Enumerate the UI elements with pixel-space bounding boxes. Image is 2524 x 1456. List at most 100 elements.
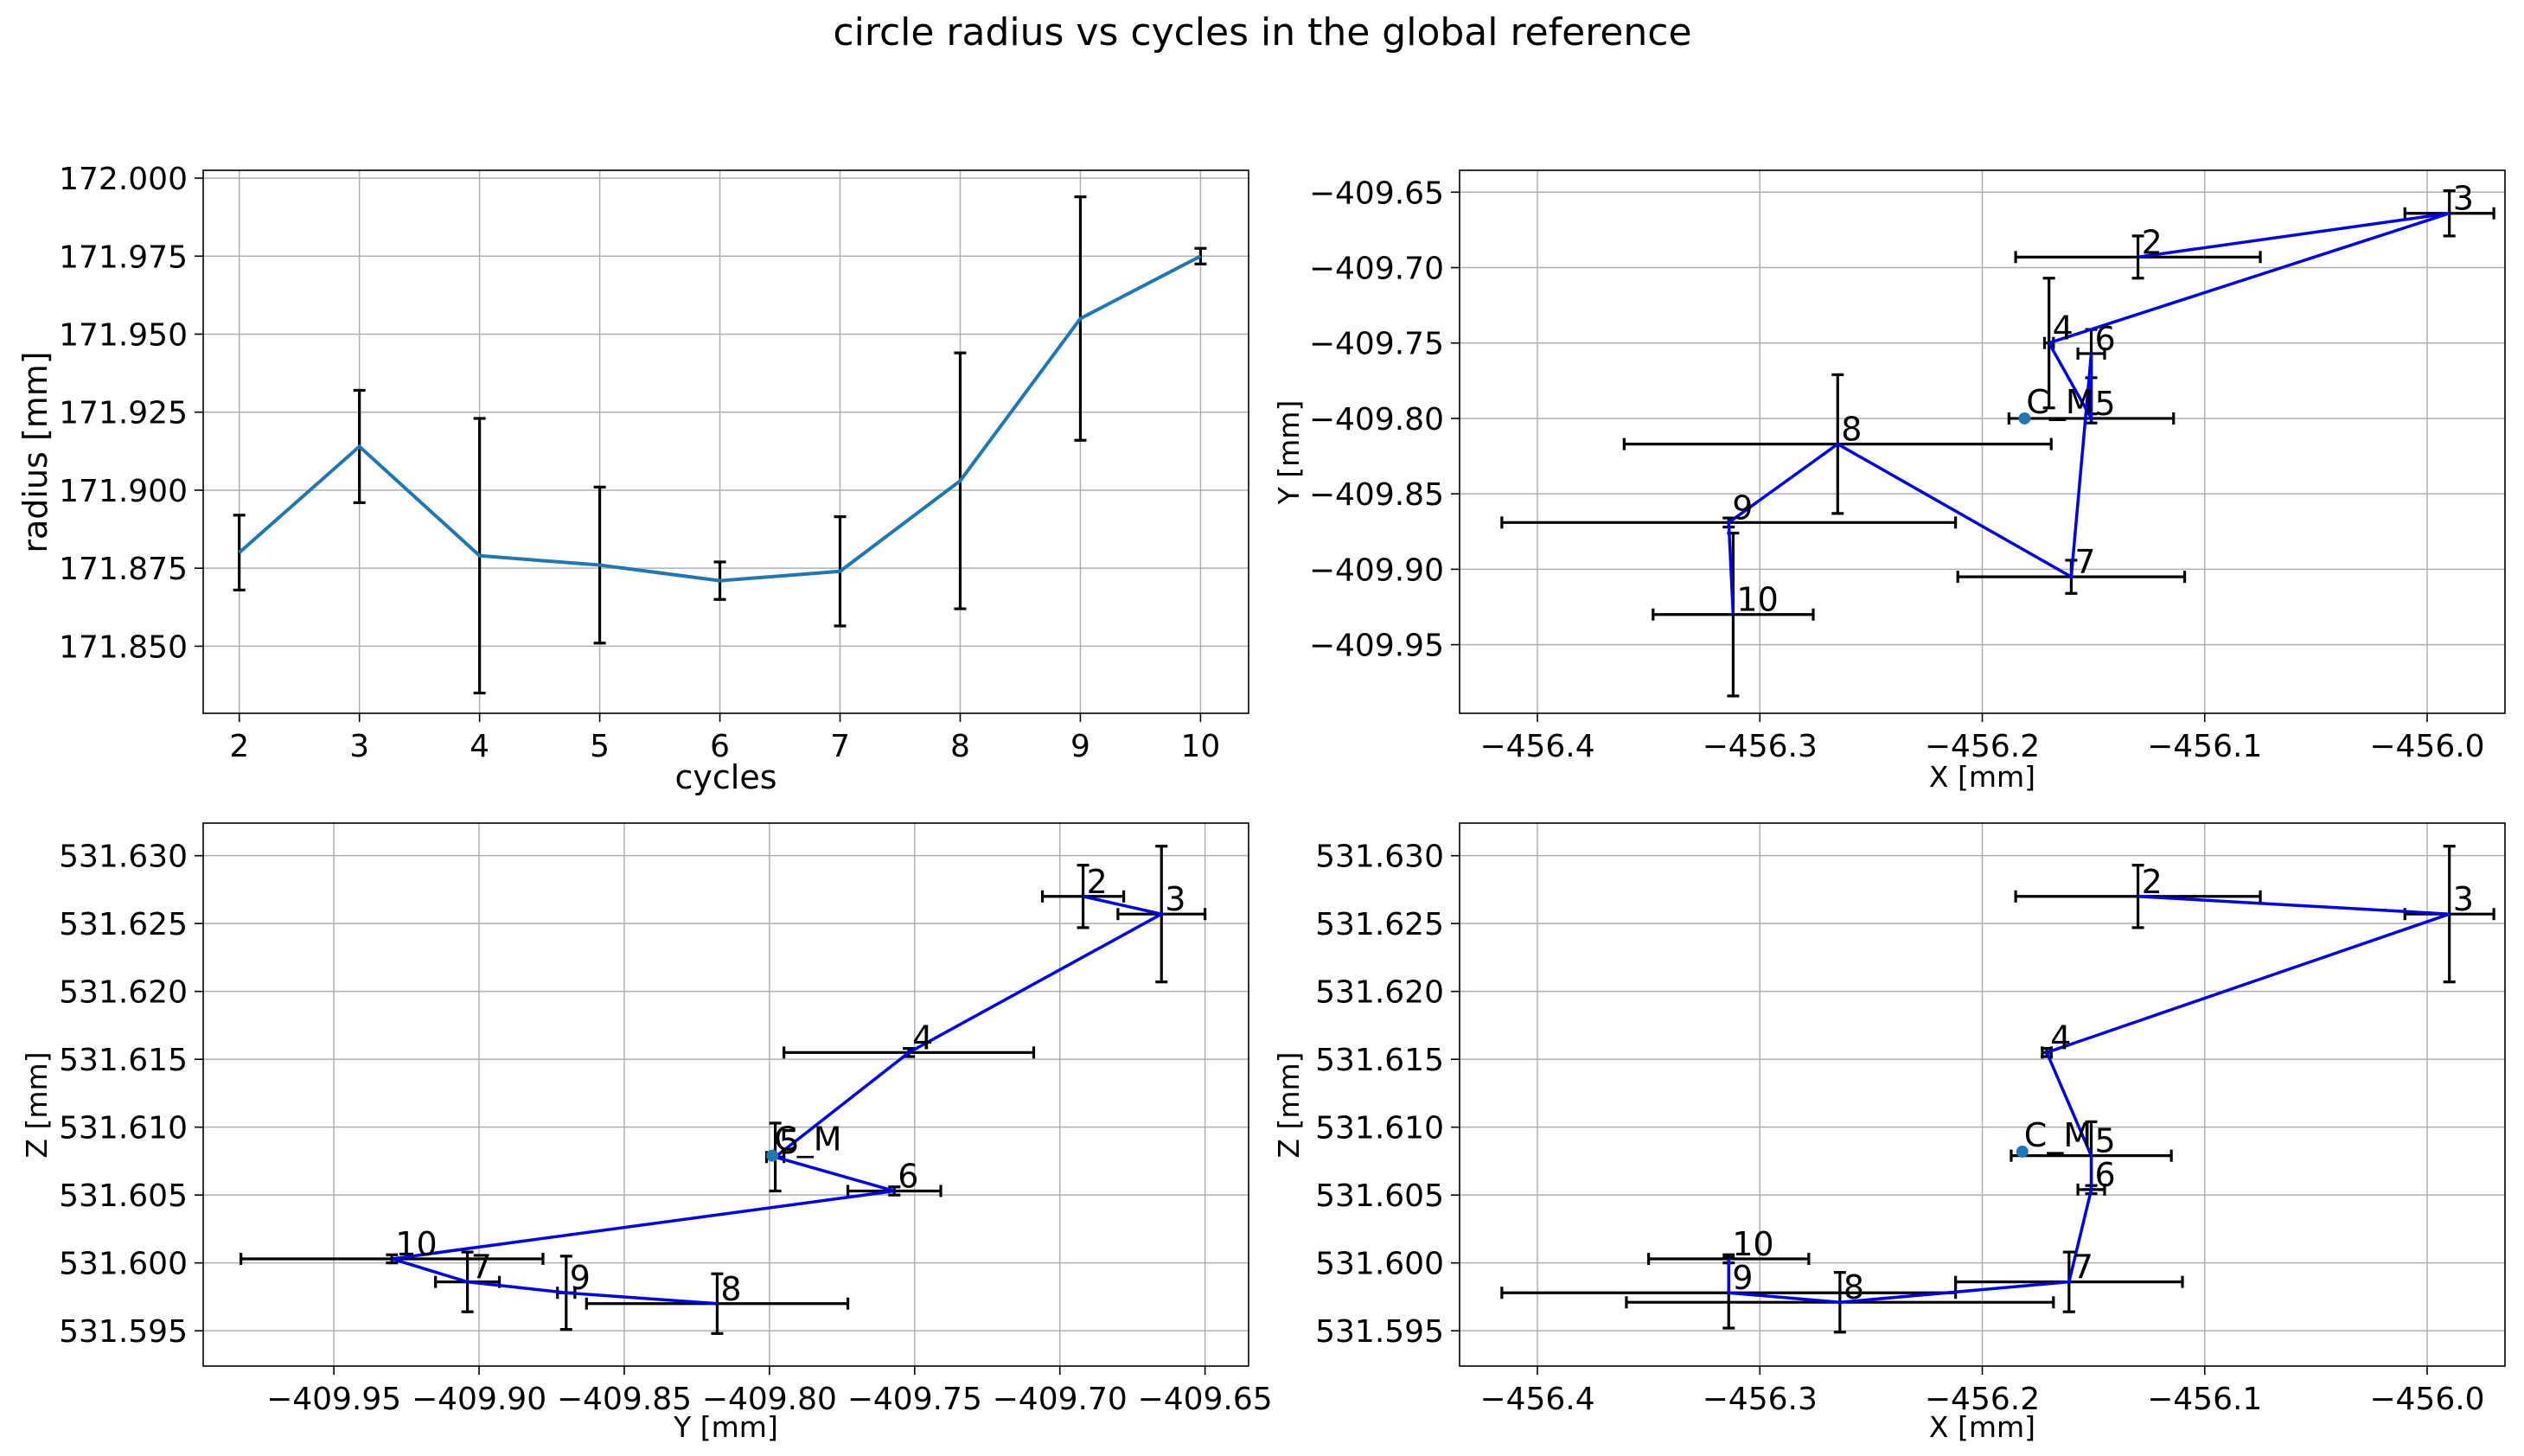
point-label: 8 [1841,411,1862,449]
y-tick-label: 531.595 [59,1314,188,1350]
x-tick-label: −456.2 [1925,729,2040,764]
x-tick-label: −409.80 [702,1382,837,1417]
y-tick-label: −409.95 [1309,629,1444,664]
point-label: 7 [471,1248,492,1287]
point-label: 6 [2095,1156,2116,1194]
x-tick-label: 7 [830,729,850,764]
x-axis-label: Y [mm] [673,1410,778,1444]
point-label: 10 [395,1225,437,1263]
y-tick-label: −409.80 [1309,402,1444,437]
point-label: 6 [2095,320,2116,358]
point-label: 7 [2074,543,2095,581]
x-tick-label: −409.90 [412,1382,546,1417]
path-line [391,895,1166,1306]
point-label: 3 [2453,180,2474,218]
figure-title: circle radius vs cycles in the global re… [833,10,1691,54]
axes-frame [1459,169,2506,714]
x-tick-label: 5 [590,729,610,764]
y-tick-label: 171.875 [59,552,188,587]
point-label: 10 [1736,581,1778,619]
centre-marker [766,1149,779,1162]
centre-marker [2018,412,2031,425]
y-tick-label: 171.975 [59,239,188,275]
y-tick-label: 531.600 [59,1247,188,1282]
path-line [1727,895,2451,1304]
y-tick-label: 172.000 [59,162,188,197]
axes-frame [202,169,1249,714]
x-tick-label: 6 [710,729,730,764]
point-label: 4 [2053,310,2074,348]
y-tick-label: 531.620 [1315,975,1444,1011]
x-axis-label: X [mm] [1929,1410,2035,1444]
point-label: 8 [720,1270,741,1308]
x-tick-label: 8 [950,729,970,764]
point-label: 9 [570,1259,591,1297]
y-axis-label: Y [mm] [1272,400,1306,506]
y-tick-label: 531.610 [1315,1111,1444,1146]
x-tick-label: −456.0 [2369,1382,2484,1417]
y-tick-label: 531.605 [1315,1178,1444,1214]
point-label: 3 [1165,880,1185,918]
x-tick-label: −456.3 [1703,1382,1818,1417]
x-tick-label: 9 [1070,729,1090,764]
point-label: 10 [1732,1225,1773,1263]
y-tick-label: 531.615 [59,1043,188,1078]
y-tick-label: 531.625 [1315,907,1444,942]
x-tick-label: 10 [1181,729,1221,764]
axes-frame [202,822,1249,1367]
y-tick-label: 171.950 [59,317,188,353]
x-tick-label: −456.0 [2369,729,2484,764]
y-axis-label: Z [mm] [20,1051,54,1158]
x-tick-label: −456.1 [2147,729,2262,764]
y-tick-label: 171.925 [59,396,188,431]
y-tick-label: 171.850 [59,629,188,665]
y-tick-label: 531.610 [59,1111,188,1146]
axes-frame [1459,822,2506,1367]
y-tick-label: 531.600 [1315,1247,1444,1282]
point-label: 4 [2050,1019,2071,1057]
point-label: 9 [1732,489,1753,527]
y-tick-label: 531.620 [59,975,188,1011]
point-label: 5 [2095,385,2116,423]
x-axis-label: X [mm] [1929,760,2035,794]
y-axis-label: Z [mm] [1272,1051,1306,1158]
chart-radius: 2 3 4 5 6 7 8 9 10 171.850 171.875 171.900 171.925 17… [16,162,1249,796]
x-tick-label: 3 [349,729,369,764]
centre-marker [2016,1145,2029,1158]
point-label: 7 [2073,1248,2093,1287]
centre-marker-label: C_M [2026,383,2093,421]
y-tick-label: −409.65 [1309,176,1444,211]
centre-marker-label: C_M [2024,1116,2092,1154]
centre-marker-label: C_M [774,1121,841,1159]
point-label: 6 [898,1157,918,1195]
point-label: 9 [1732,1259,1753,1297]
y-tick-label: −409.70 [1309,252,1444,287]
x-tick-label: −456.2 [1925,1382,2040,1417]
point-label: 2 [2142,863,2163,901]
x-tick-label: −409.75 [847,1382,982,1417]
chart-xy: −456.4 −456.3 −456.2 −456.1 −456.0 −409.95 −40… [1272,169,2506,794]
chart-yz: −409.95 −409.90 −409.85 −409.80 −409.75 −409.… [20,822,1273,1444]
y-axis-label: radius [mm] [16,351,54,552]
x-tick-label: −456.4 [1479,729,1594,764]
point-label: 8 [1843,1268,1864,1306]
y-tick-label: 531.605 [59,1178,188,1214]
point-label: 3 [2453,880,2474,918]
point-label: 2 [1087,863,1108,901]
x-tick-label: 2 [229,729,249,764]
x-tick-label: 4 [470,729,489,764]
chart-xz: −456.4 −456.3 −456.2 −456.1 −456.0531.595531… [1272,822,2506,1444]
plot-area: 2 3 4 5 6 7 8 9 10171.850171.875171.900171.92517… [16,162,2506,1444]
y-tick-label: 171.900 [59,474,188,509]
path-line [1727,211,2451,615]
y-tick-label: −409.75 [1309,327,1444,362]
y-tick-label: 531.625 [59,907,188,942]
point-label: 5 [779,1123,800,1161]
y-tick-label: 531.630 [59,840,188,875]
x-tick-label: −456.1 [2147,1382,2262,1417]
x-tick-label: −409.70 [993,1382,1128,1417]
y-tick-label: 531.615 [1315,1043,1444,1078]
point-label: 2 [2142,223,2163,261]
point-label: 4 [912,1019,933,1057]
